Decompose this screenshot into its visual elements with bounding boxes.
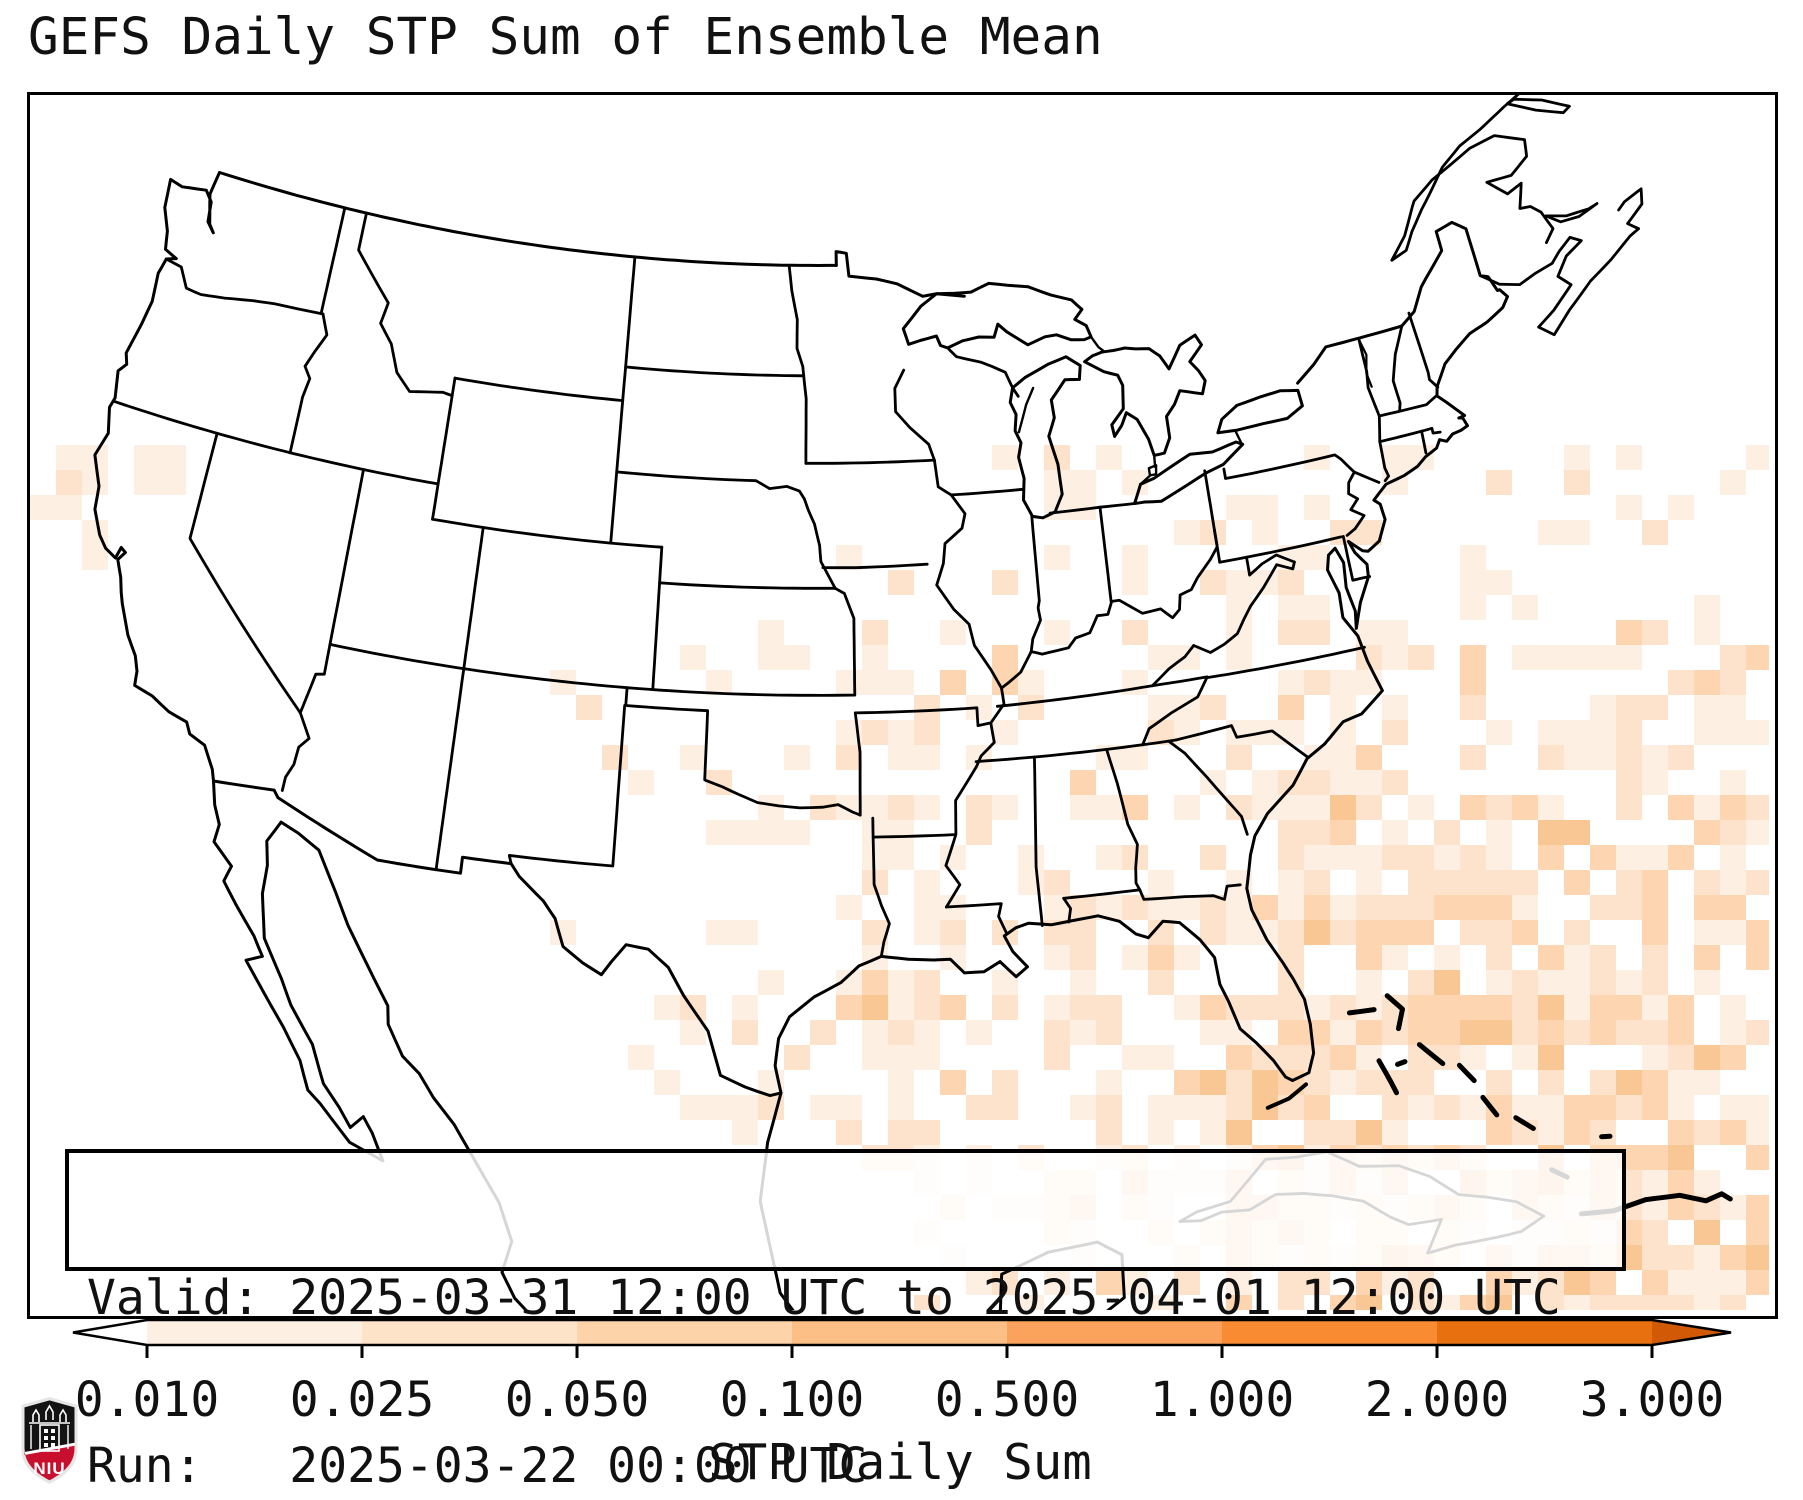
run-time-text: Run: 2025-03-22 00:00 UTC <box>87 1438 868 1494</box>
valid-time-text: Valid: 2025-03-31 12:00 UTC to 2025-04-0… <box>87 1270 1561 1326</box>
page-title: GEFS Daily STP Sum of Ensemble Mean <box>28 8 1103 67</box>
niu-logo-text: NIU <box>33 1459 65 1478</box>
colorbar-tick-label: 0.100 <box>719 1372 865 1428</box>
colorbar-under-arrow <box>73 1320 147 1345</box>
colorbar-tick <box>1220 1345 1224 1358</box>
colorbar-tick-label: 1.000 <box>1149 1372 1295 1428</box>
colorbar <box>72 1318 1732 1358</box>
colorbar-tick-label: 0.010 <box>74 1372 220 1428</box>
colorbar-over-arrow <box>1652 1320 1731 1345</box>
colorbar-tick <box>1650 1345 1654 1358</box>
niu-logo: NIU <box>21 1397 78 1484</box>
colorbar-tick <box>1005 1345 1009 1358</box>
colorbar-tick-label: 0.025 <box>289 1372 435 1428</box>
colorbar-segment <box>1222 1320 1438 1345</box>
colorbar-segment <box>577 1320 793 1345</box>
colorbar-segment <box>1437 1320 1653 1345</box>
colorbar-tick <box>1435 1345 1439 1358</box>
colorbar-tick-label: 0.500 <box>934 1372 1080 1428</box>
colorbar-tick <box>145 1345 149 1358</box>
colorbar-tick <box>575 1345 579 1358</box>
colorbar-tick-label: 3.000 <box>1579 1372 1725 1428</box>
colorbar-segment <box>792 1320 1008 1345</box>
conus-map-svg <box>30 95 1769 1310</box>
map-panel <box>27 92 1778 1319</box>
colorbar-segment <box>1007 1320 1223 1345</box>
colorbar-segment <box>147 1320 363 1345</box>
info-box: Valid: 2025-03-31 12:00 UTC to 2025-04-0… <box>65 1149 1626 1494</box>
niu-shield-red <box>24 1445 75 1481</box>
colorbar-tick-label: 0.050 <box>504 1372 650 1428</box>
colorbar-tick <box>790 1345 794 1358</box>
colorbar-tick-label: 2.000 <box>1364 1372 1510 1428</box>
castle-icon <box>29 1404 70 1452</box>
stp-shading-cells <box>30 445 1769 1310</box>
colorbar-tick <box>360 1345 364 1358</box>
colorbar-label: STP Daily Sum <box>708 1434 1092 1491</box>
colorbar-segment <box>362 1320 578 1345</box>
